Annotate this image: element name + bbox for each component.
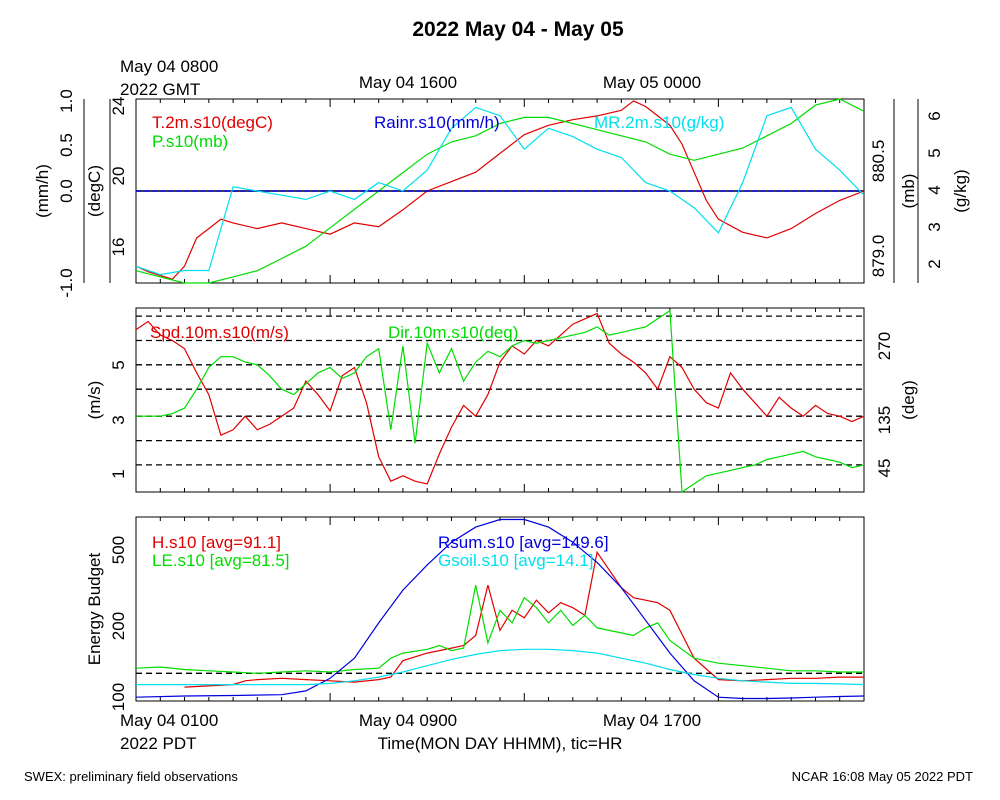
panel-1-series xyxy=(135,98,865,284)
axis-right2-tick-2: 4 xyxy=(925,185,944,194)
axis-right2-tick-0: 2 xyxy=(925,259,944,268)
legend-radiation-sum: Rsum.s10 [avg=149.6] xyxy=(438,533,609,552)
series-line-t xyxy=(135,100,865,280)
legend-latent-heat: LE.s10 [avg=81.5] xyxy=(152,551,290,570)
axis-left1-tick-3: 1.0 xyxy=(57,89,76,113)
axis-left2-tick-2: 24 xyxy=(109,97,128,116)
panel-2-series xyxy=(135,309,865,494)
legend-pressure: P.s10(mb) xyxy=(152,132,228,151)
axis-energy-tick-1: 200 xyxy=(109,612,128,640)
axis-direction-tick-2: 270 xyxy=(875,332,894,360)
axis-right2-tick-1: 3 xyxy=(925,222,944,231)
axis-left1-tick-2: 0.5 xyxy=(57,133,76,157)
axis-energy-tick-0: 100 xyxy=(109,683,128,711)
series-line-le xyxy=(135,584,864,674)
panel-1-ticks xyxy=(135,99,865,283)
panel-3-series xyxy=(135,518,865,700)
pdt-label-1-line2: 2022 PDT xyxy=(120,734,197,753)
panel-2-ticks xyxy=(135,308,865,492)
panel-meteorology: -1.0 0.0 0.5 1.0 (mm/h) 16 20 24 (degC) … xyxy=(33,89,970,297)
pdt-label-3: May 04 1700 xyxy=(603,711,701,730)
gmt-label-3: May 05 0000 xyxy=(603,73,701,92)
x-axis-title: Time(MON DAY HHMM), tic=HR xyxy=(378,734,623,753)
panel-wind: 1 3 5 (m/s) 45 135 270 (deg) Spd.10m.s10… xyxy=(85,307,918,494)
axis-right1-label: (mb) xyxy=(899,174,918,209)
axis-speed-label: (m/s) xyxy=(85,381,104,420)
series-line-spd xyxy=(135,312,865,485)
axis-left2-tick-0: 16 xyxy=(109,238,128,257)
axis-speed-tick-0: 1 xyxy=(109,469,128,478)
axis-left1-tick-0: -1.0 xyxy=(57,268,76,297)
axis-direction-label: (deg) xyxy=(899,380,918,420)
axis-direction-tick-0: 45 xyxy=(875,459,894,478)
footer-right: NCAR 16:08 May 05 2022 PDT xyxy=(792,769,973,784)
axis-left1-label: (mm/h) xyxy=(33,164,52,218)
gmt-label-1-line2: 2022 GMT xyxy=(120,80,200,99)
axis-left1-tick-1: 0.0 xyxy=(57,179,76,203)
axis-speed-tick-1: 3 xyxy=(109,415,128,424)
legend-wind-speed: Spd.10m.s10(m/s) xyxy=(150,323,289,342)
legend-rain-rate: Rainr.s10(mm/h) xyxy=(374,113,500,132)
axis-direction-tick-1: 135 xyxy=(875,406,894,434)
panel-3-ticks xyxy=(135,517,865,701)
legend-mixing-ratio: MR.2m.s10(g/kg) xyxy=(594,113,724,132)
series-line-h xyxy=(184,550,864,688)
legend-temperature: T.2m.s10(degC) xyxy=(152,113,273,132)
series-line-gsoil xyxy=(136,648,865,686)
legend-wind-direction: Dir.10m.s10(deg) xyxy=(388,323,518,342)
series-line-dir xyxy=(136,309,865,494)
chart-title: 2022 May 04 - May 05 xyxy=(412,18,624,41)
pdt-label-1: May 04 0100 xyxy=(120,711,218,730)
footer-left: SWEX: preliminary field observations xyxy=(24,769,238,784)
gmt-label-1: May 04 0800 xyxy=(120,57,218,76)
legend-soil-heat: Gsoil.s10 [avg=14.1] xyxy=(438,551,593,570)
axis-right2-tick-4: 6 xyxy=(925,111,944,120)
series-line-p xyxy=(135,98,865,284)
axis-left2-label: (degC) xyxy=(85,165,104,217)
series-line-mr xyxy=(135,106,865,276)
legend-sensible-heat: H.s10 [avg=91.1] xyxy=(152,533,281,552)
axis-speed-tick-2: 5 xyxy=(109,360,128,369)
axis-right2-tick-3: 5 xyxy=(925,148,944,157)
axis-energy-label: Energy Budget xyxy=(85,552,104,665)
axis-energy-tick-2: 500 xyxy=(109,536,128,564)
panel-2-grid xyxy=(136,315,864,466)
axis-left2-tick-1: 20 xyxy=(109,167,128,186)
panel-energy: 100 200 500 Energy Budget H.s10 [avg=91.… xyxy=(85,516,865,711)
pdt-label-2: May 04 0900 xyxy=(359,711,457,730)
gmt-label-2: May 04 1600 xyxy=(359,73,457,92)
axis-right1-tick-1: 880.5 xyxy=(869,140,888,183)
axis-right2-label: (g/kg) xyxy=(951,169,970,212)
axis-right1-tick-0: 879.0 xyxy=(869,235,888,278)
